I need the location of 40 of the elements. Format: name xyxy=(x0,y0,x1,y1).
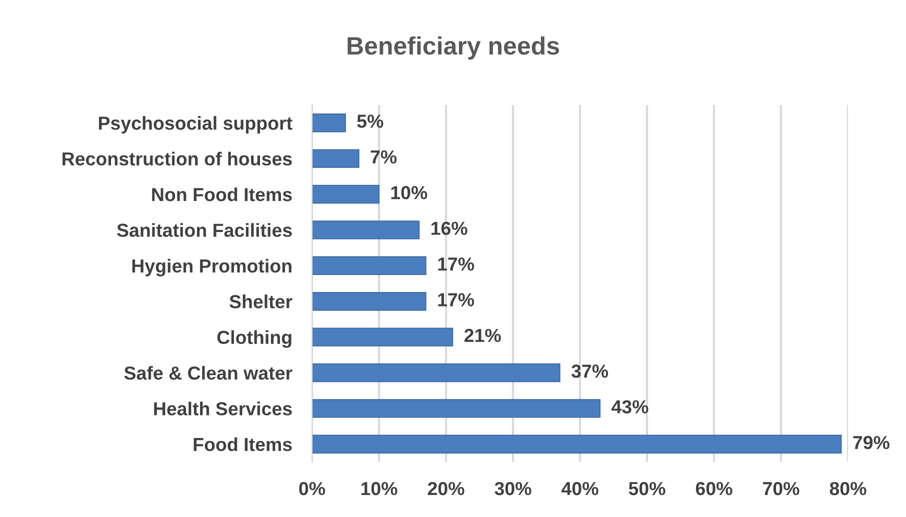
data-label: 16% xyxy=(431,222,468,235)
y-tick-label: Psychosocial support xyxy=(98,116,292,134)
bar xyxy=(312,149,360,168)
bar xyxy=(312,434,842,454)
data-label: 37% xyxy=(571,364,608,378)
x-tick-label: 0% xyxy=(299,482,326,496)
x-tick-label: 80% xyxy=(830,482,866,496)
x-tick-label: 20% xyxy=(428,482,464,496)
bar xyxy=(312,363,560,382)
data-label: 5% xyxy=(357,114,384,128)
x-tick-label: 70% xyxy=(763,482,800,496)
data-label: 79% xyxy=(853,436,890,450)
bar xyxy=(312,292,426,311)
data-label: 43% xyxy=(611,400,648,414)
y-tick-label: Reconstruction of houses xyxy=(62,152,292,166)
x-tick-label: 40% xyxy=(562,482,598,496)
bar xyxy=(312,256,426,275)
x-tick-label: 30% xyxy=(494,482,532,496)
y-tick-label: Health Services xyxy=(154,402,292,416)
y-tick-label: Safe & Clean water xyxy=(124,366,292,380)
bar xyxy=(312,184,380,204)
data-label: 21% xyxy=(464,328,501,342)
y-tick-label: Non Food Items xyxy=(152,187,292,202)
x-tick-label: 60% xyxy=(696,482,732,496)
data-label: 17% xyxy=(438,257,474,271)
y-tick-label: Clothing xyxy=(217,330,292,348)
bar xyxy=(312,114,346,132)
bar xyxy=(312,399,601,418)
chart-title: Beneficiary needs xyxy=(348,36,559,60)
y-tick-label: Sanitation Facilities xyxy=(117,223,292,237)
bar xyxy=(312,328,454,346)
data-label: 10% xyxy=(391,186,428,200)
y-tick-label: Hygien Promotion xyxy=(132,258,292,276)
data-label: 17% xyxy=(438,293,474,306)
y-tick-label: Shelter xyxy=(230,294,292,308)
x-tick-label: 50% xyxy=(628,482,666,496)
bar xyxy=(312,220,420,240)
x-tick-label: 10% xyxy=(361,482,398,496)
data-label: 7% xyxy=(370,150,397,164)
y-tick-label: Food Items xyxy=(194,437,292,452)
